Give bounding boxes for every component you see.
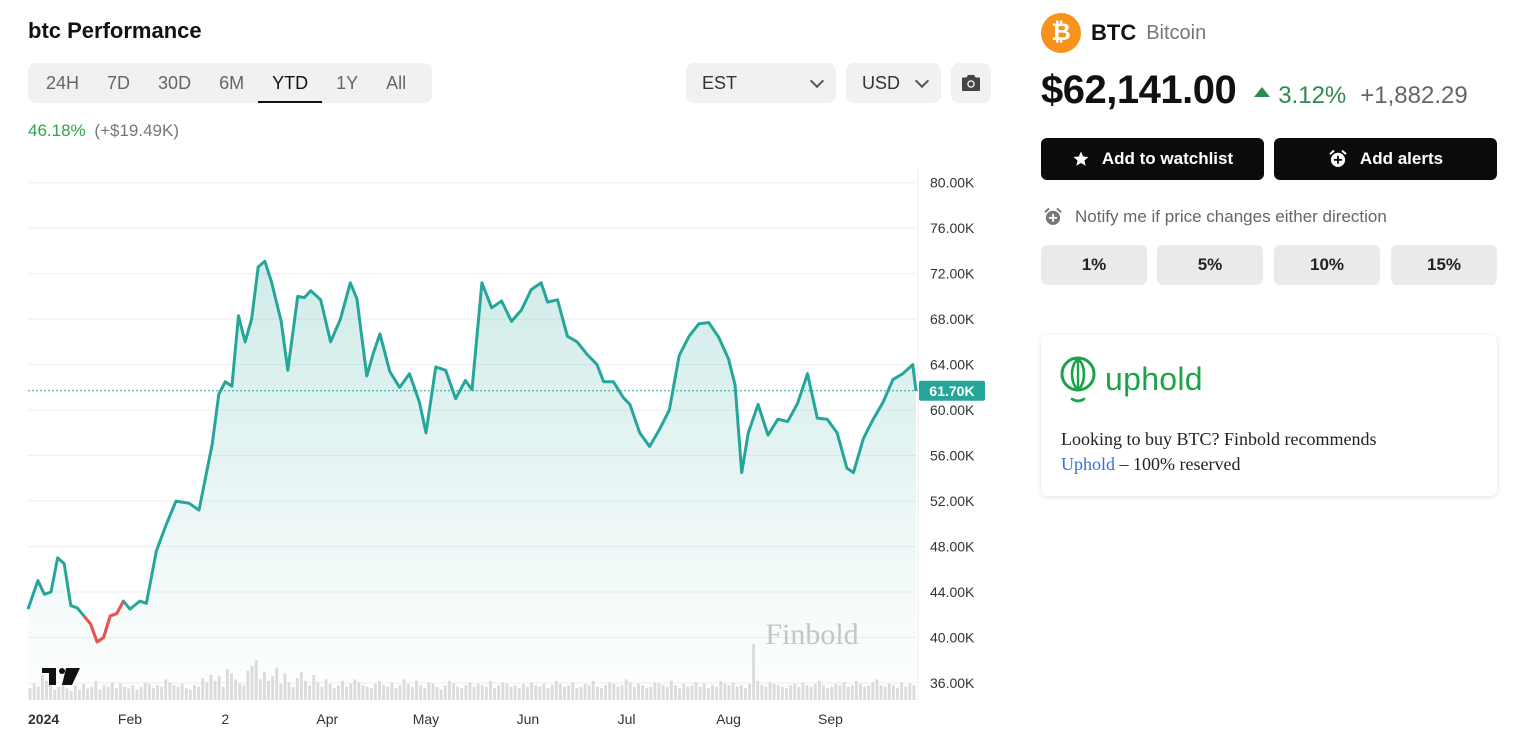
price-area bbox=[28, 261, 916, 700]
range-tab-1y[interactable]: 1Y bbox=[336, 72, 359, 93]
y-tick-label: 80.00K bbox=[930, 175, 975, 191]
price-row: $62,141.00 3.12% +1,882.29 bbox=[1041, 68, 1468, 113]
coin-header: ₿ BTC Bitcoin bbox=[1041, 13, 1206, 53]
uphold-wordmark: uphold bbox=[1105, 360, 1203, 397]
x-tick-label: Jul bbox=[618, 711, 636, 727]
alarm-icon bbox=[1328, 149, 1348, 169]
bitcoin-logo-icon: ₿ bbox=[1041, 13, 1081, 53]
camera-icon bbox=[962, 75, 980, 91]
notify-text: Notify me if price changes either direct… bbox=[1075, 207, 1387, 226]
y-tick-label: 60.00K bbox=[930, 402, 975, 418]
performance-summary: 46.18% (+$19.49K) bbox=[28, 121, 179, 141]
uphold-link[interactable]: Uphold bbox=[1061, 454, 1115, 474]
x-tick-label: Apr bbox=[316, 711, 338, 727]
price-change-absolute: +1,882.29 bbox=[1360, 82, 1468, 109]
price-chart[interactable]: Finbold 61.70K 80.00K76.00K72.00K68.00K6… bbox=[0, 160, 1010, 753]
page-title: btc Performance bbox=[28, 18, 202, 43]
x-tick-label: Sep bbox=[818, 711, 843, 727]
alert-threshold-1-button[interactable]: 1% bbox=[1041, 245, 1147, 285]
tradingview-logo bbox=[42, 668, 80, 685]
promo-line-2-suffix: – 100% reserved bbox=[1115, 454, 1241, 474]
add-to-watchlist-button[interactable]: Add to watchlist bbox=[1041, 138, 1264, 180]
y-tick-label: 56.00K bbox=[930, 448, 975, 464]
y-tick-label: 52.00K bbox=[930, 493, 975, 509]
add-alerts-button[interactable]: Add alerts bbox=[1274, 138, 1497, 180]
y-tick-label: 40.00K bbox=[930, 629, 975, 645]
add-to-watchlist-label: Add to watchlist bbox=[1101, 149, 1234, 168]
chevron-down-icon bbox=[809, 73, 825, 88]
y-tick-label: 36.00K bbox=[930, 675, 975, 691]
screenshot-button[interactable] bbox=[951, 63, 991, 103]
range-tab-7d[interactable]: 7D bbox=[107, 72, 131, 93]
price-change-percent: 3.12% bbox=[1278, 82, 1347, 109]
x-tick-label: Feb bbox=[118, 711, 142, 727]
range-tab-6m[interactable]: 6M bbox=[219, 72, 245, 93]
price-line-down-segment bbox=[82, 600, 125, 644]
alert-threshold-10-button[interactable]: 10% bbox=[1274, 245, 1380, 285]
timezone-value: EST bbox=[702, 72, 738, 93]
y-tick-label: 76.00K bbox=[930, 220, 975, 236]
range-tab-ytd[interactable]: YTD bbox=[258, 63, 323, 103]
promo-text: Looking to buy BTC? Finbold recommends U… bbox=[1061, 427, 1376, 477]
performance-percent: 46.18% bbox=[28, 121, 86, 140]
y-tick-label: 68.00K bbox=[930, 311, 975, 327]
add-alerts-label: Add alerts bbox=[1359, 149, 1444, 168]
notify-hint: Notify me if price changes either direct… bbox=[1043, 207, 1387, 227]
y-tick-label: 64.00K bbox=[930, 357, 975, 373]
y-tick-label: 44.00K bbox=[930, 584, 975, 600]
currency-value: USD bbox=[862, 72, 901, 93]
chevron-down-icon bbox=[914, 73, 930, 88]
timezone-select[interactable]: EST bbox=[686, 63, 836, 103]
current-price: $62,141.00 bbox=[1041, 68, 1237, 112]
x-tick-label: Aug bbox=[716, 711, 741, 727]
performance-absolute: (+$19.49K) bbox=[94, 121, 179, 140]
promo-line-2: Uphold – 100% reserved bbox=[1061, 452, 1376, 477]
x-tick-label: 2024 bbox=[28, 711, 59, 727]
currency-select[interactable]: USD bbox=[846, 63, 941, 103]
x-tick-label: May bbox=[413, 711, 439, 727]
promo-line-1: Looking to buy BTC? Finbold recommends bbox=[1061, 429, 1377, 449]
star-icon bbox=[1072, 150, 1090, 168]
range-tabs: 24H 7D 30D 6M YTD 1Y All bbox=[28, 63, 432, 103]
alert-threshold-5-button[interactable]: 5% bbox=[1157, 245, 1263, 285]
arrow-up-icon bbox=[1254, 87, 1271, 97]
range-tab-24h[interactable]: 24H bbox=[46, 72, 80, 93]
y-tick-label: 72.00K bbox=[930, 266, 975, 282]
coin-symbol: BTC bbox=[1091, 20, 1137, 45]
x-tick-label: Jun bbox=[517, 711, 540, 727]
y-tick-label: 48.00K bbox=[930, 539, 975, 555]
uphold-logo[interactable]: uphold bbox=[1059, 353, 1203, 405]
coin-name: Bitcoin bbox=[1146, 21, 1207, 44]
current-price-label: 61.70K bbox=[929, 383, 974, 399]
promo-card: uphold Looking to buy BTC? Finbold recom… bbox=[1041, 335, 1497, 496]
x-tick-label: 2 bbox=[221, 711, 229, 727]
alarm-icon bbox=[1043, 207, 1063, 227]
current-price-tag: 61.70K bbox=[919, 380, 985, 401]
uphold-logo-icon bbox=[1060, 356, 1096, 403]
range-tab-all[interactable]: All bbox=[386, 72, 407, 93]
range-tab-30d[interactable]: 30D bbox=[158, 72, 192, 93]
price-line bbox=[26, 259, 918, 644]
alert-threshold-15-button[interactable]: 15% bbox=[1391, 245, 1497, 285]
